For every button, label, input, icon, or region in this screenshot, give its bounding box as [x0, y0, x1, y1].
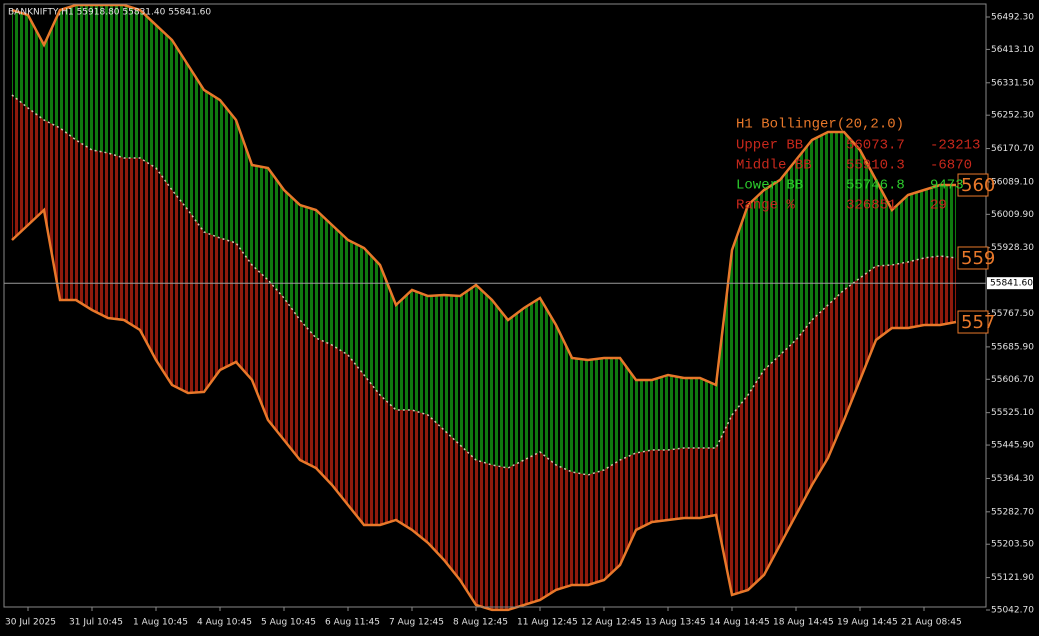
band-tag-box: [957, 310, 989, 334]
y-tick-label: 56089.10: [991, 177, 1034, 187]
band-tag: 559: [961, 248, 995, 269]
plot-frame: [3, 3, 987, 608]
x-tick-label: 31 Jul 10:45: [69, 618, 123, 628]
info-cell: Lower BB: [736, 178, 803, 194]
y-tick-label: 56413.10: [991, 45, 1034, 55]
x-tick-label: 21 Aug 08:45: [901, 618, 962, 628]
band-tag: 557: [961, 312, 995, 333]
x-tick-label: 11 Aug 12:45: [517, 618, 578, 628]
x-tick-label: 4 Aug 10:45: [197, 618, 252, 628]
y-tick-label: 55203.50: [991, 540, 1034, 550]
y-tick-label: 55525.10: [991, 408, 1034, 418]
info-title: H1 Bollinger(20,2.0): [736, 117, 904, 133]
y-tick-label: 56252.30: [991, 111, 1034, 121]
chart-title: BANKNIFTY,H1 55918.80 55831.40 55841.60: [8, 8, 211, 18]
y-tick-label: 55767.50: [991, 309, 1034, 319]
y-tick-label: 55121.90: [991, 573, 1034, 583]
info-cell: -6870: [930, 158, 972, 174]
y-tick-label: 56170.70: [991, 144, 1034, 154]
band-tag-box: [957, 246, 989, 270]
info-cell: -23213: [930, 138, 980, 154]
y-tick-label: 55606.70: [991, 375, 1034, 385]
x-tick-label: 6 Aug 11:45: [325, 618, 380, 628]
info-cell: Middle BB: [736, 158, 812, 174]
y-tick-label: 55685.90: [991, 342, 1034, 352]
info-cell: 326851: [846, 198, 896, 214]
info-cell: Upper BB: [736, 138, 803, 154]
info-cell: Range %: [736, 198, 795, 214]
x-tick-label: 13 Aug 13:45: [645, 618, 706, 628]
y-tick-label: 55445.90: [991, 441, 1034, 451]
info-cell: 56073.7: [846, 138, 905, 154]
y-tick-label: 55042.70: [991, 606, 1034, 616]
price-tag-box: [987, 277, 1033, 290]
x-tick-label: 12 Aug 12:45: [581, 618, 642, 628]
x-tick-label: 30 Jul 2025: [5, 618, 56, 628]
lower-band-fill: [12, 95, 956, 610]
x-tick-label: 18 Aug 14:45: [773, 618, 834, 628]
y-tick-label: 55282.70: [991, 507, 1034, 517]
band-line: [11, 3, 956, 387]
band-line: [11, 94, 957, 476]
y-tick-label: 55364.30: [991, 474, 1034, 484]
x-tick-label: 8 Aug 12:45: [453, 618, 508, 628]
y-tick-label: 56009.90: [991, 210, 1034, 220]
y-tick-label: 55928.30: [991, 243, 1034, 253]
x-tick-label: 1 Aug 10:45: [133, 618, 188, 628]
info-cell: 29: [930, 198, 947, 214]
price-tag: 55841.60: [990, 279, 1033, 289]
band-tag-box: [957, 173, 989, 197]
y-tick-label: 56492.30: [991, 13, 1034, 23]
x-tick-label: 19 Aug 14:45: [837, 618, 898, 628]
info-cell: 55910.3: [846, 158, 905, 174]
info-cell: 9473: [930, 178, 964, 194]
info-cell: 55746.8: [846, 178, 905, 194]
x-tick-label: 7 Aug 12:45: [389, 618, 444, 628]
y-tick-label: 56331.50: [991, 78, 1034, 88]
band-tag: 560: [961, 175, 995, 196]
x-tick-label: 5 Aug 10:45: [261, 618, 316, 628]
x-tick-label: 14 Aug 14:45: [709, 618, 770, 628]
